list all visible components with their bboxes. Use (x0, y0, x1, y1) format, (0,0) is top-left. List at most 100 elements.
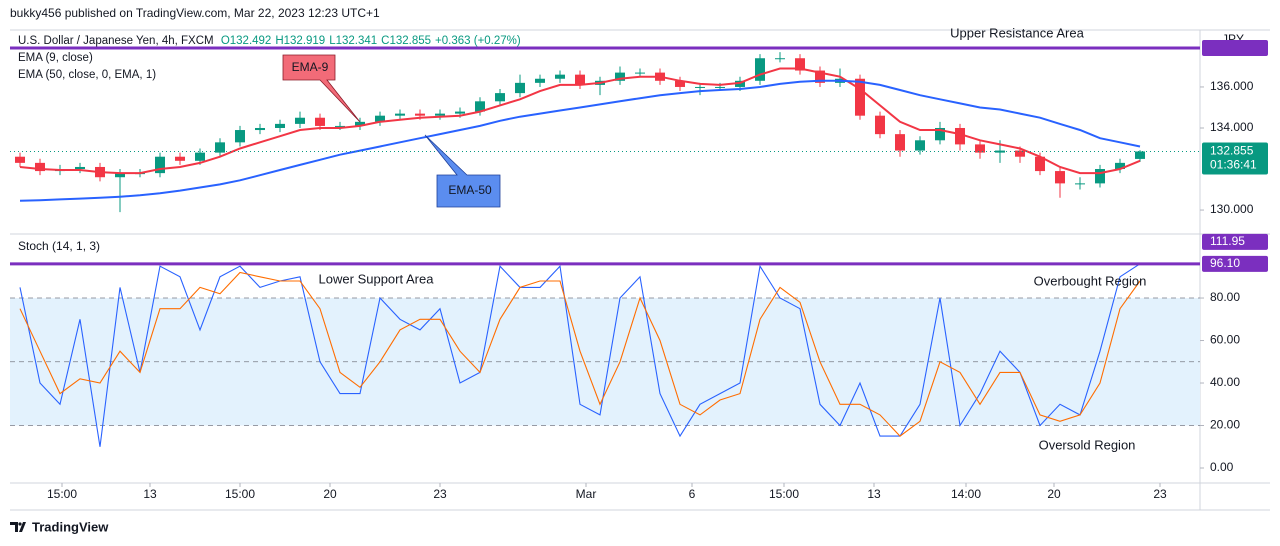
x-tick-label: 14:00 (951, 487, 981, 501)
ohlc-high: H132.919 (275, 35, 326, 47)
candle-body (715, 86, 725, 88)
y-tick-label: 130.000 (1210, 202, 1254, 216)
ema-line (19, 79, 1141, 202)
candle-body (895, 134, 905, 151)
candle-body (275, 123, 285, 128)
price-legend: U.S. Dollar / Japanese Yen, 4h, FXCM O13… (18, 35, 525, 47)
candle-body (695, 86, 705, 88)
x-tick-label: 20 (1047, 487, 1061, 501)
candle-body (395, 113, 405, 116)
candle-body (875, 115, 885, 135)
candle-body (935, 127, 945, 141)
candle-body (355, 121, 365, 126)
y-tick-label: 40.00 (1210, 375, 1240, 389)
candle-body (75, 166, 85, 170)
candle-body (995, 150, 1005, 153)
y-tick-label: 134.000 (1210, 120, 1254, 134)
candle-body (475, 101, 485, 112)
region-label: Overbought Region (1034, 273, 1147, 288)
ema-line (19, 67, 1141, 175)
candle-body (675, 80, 685, 87)
resistance-label: Upper Resistance Area (950, 25, 1084, 40)
scale-tag: 111.95 (1210, 234, 1245, 248)
support-tag (1202, 255, 1268, 272)
stoch-line (19, 271, 1141, 437)
candle-body (255, 127, 265, 131)
candle-body (575, 74, 585, 85)
candle-body (215, 142, 225, 153)
candle-body (775, 58, 785, 60)
candle-body (975, 144, 985, 153)
region-label: Oversold Region (1039, 437, 1136, 452)
candle-body (955, 127, 965, 145)
y-tick-label: 80.00 (1210, 290, 1240, 304)
candle-body (515, 82, 525, 94)
x-tick-label: 15:00 (769, 487, 799, 501)
candle-body (155, 156, 165, 174)
support-tag-label: 96.10 (1210, 256, 1240, 270)
ema50-callout-text: EMA-50 (448, 183, 492, 197)
candle-body (1135, 151, 1145, 159)
candle-body (35, 162, 45, 172)
ohlc-close: C132.855 (381, 35, 432, 47)
byline: bukky456 published on TradingView.com, M… (10, 6, 380, 20)
ema9-callout-text: EMA-9 (292, 60, 329, 74)
ema50-callout (424, 134, 501, 208)
ema9-legend: EMA (9, close) (18, 52, 93, 64)
candle-body (315, 117, 325, 126)
candle-body (375, 115, 385, 122)
candle-body (115, 173, 125, 178)
candle-body (1015, 150, 1025, 157)
y-tick-label: 20.00 (1210, 418, 1240, 432)
candle-body (855, 78, 865, 116)
candle-body (795, 58, 805, 71)
candle-body (495, 93, 505, 102)
x-tick-label: Mar (576, 487, 597, 501)
x-tick-label: 20 (323, 487, 337, 501)
candle-body (615, 72, 625, 81)
price-title: U.S. Dollar / Japanese Yen, 4h, FXCM (18, 35, 214, 47)
last-price-tag (1202, 142, 1268, 175)
candle-body (555, 74, 565, 79)
ohlc-change: +0.363 (+0.27%) (435, 35, 521, 47)
candle-body (1095, 169, 1105, 184)
candle-body (435, 113, 445, 116)
candle-body (535, 78, 545, 83)
candle-body (915, 140, 925, 151)
x-tick-label: 15:00 (47, 487, 77, 501)
ema9-callout (282, 54, 361, 123)
candle-body (635, 72, 645, 74)
x-tick-label: 15:00 (225, 487, 255, 501)
candle-body (415, 113, 425, 116)
countdown: 01:36:41 (1210, 158, 1257, 172)
candle-body (1035, 156, 1045, 172)
candle-body (755, 58, 765, 81)
candle-body (175, 156, 185, 161)
stoch-line (19, 263, 1141, 447)
candle-body (195, 152, 205, 161)
candle-body (295, 117, 305, 124)
candle-body (335, 125, 345, 127)
x-tick-label: 13 (143, 487, 157, 501)
candle-body (1115, 162, 1125, 170)
brand: TradingView (32, 519, 109, 534)
ema50-legend: EMA (50, close, 0, EMA, 1) (18, 69, 157, 81)
y-tick-label: 136.000 (1210, 79, 1254, 93)
candle-body (455, 111, 465, 114)
last-price-label: 132.855 (1210, 144, 1254, 158)
x-tick-label: 23 (433, 487, 447, 501)
y-tick-label: 60.00 (1210, 333, 1240, 347)
x-tick-label: 23 (1153, 487, 1167, 501)
candle-body (15, 156, 25, 163)
resistance-tag (1202, 39, 1268, 56)
candle-body (815, 70, 825, 83)
x-tick-label: 6 (689, 487, 696, 501)
scale-tag-bg (1202, 233, 1268, 250)
ohlc-low: L132.341 (329, 35, 378, 47)
x-tick-label: 13 (867, 487, 881, 501)
candle-body (1075, 183, 1085, 185)
tradingview-logo (10, 522, 26, 532)
candle-body (235, 130, 245, 143)
